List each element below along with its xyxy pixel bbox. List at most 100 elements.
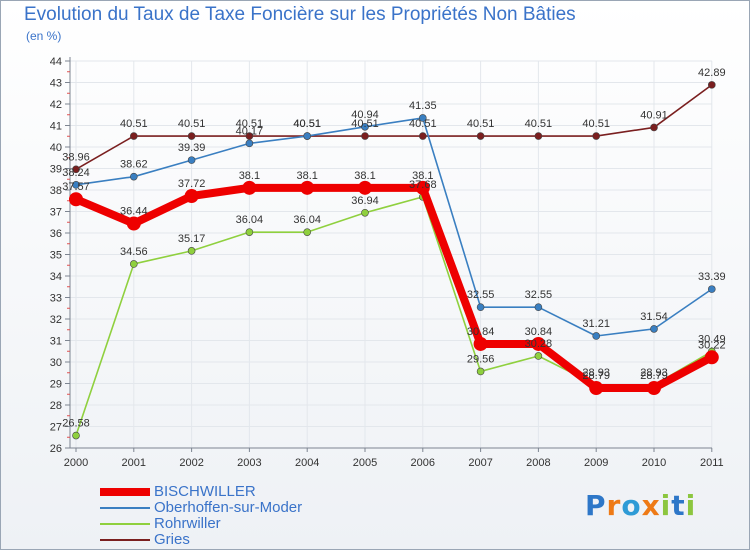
data-label-rohrwiller: 29.56 [467,353,495,365]
data-label-oberhoffen-sur-moder: 31.21 [582,318,610,330]
data-point-rohrwiller [245,228,254,236]
data-label-rohrwiller: 34.56 [120,246,148,258]
y-tick-label: 31 [50,336,62,348]
data-label-oberhoffen-sur-moder: 31.54 [640,311,668,323]
data-label-bischwiller: 38.1 [354,170,375,182]
data-point-oberhoffen-sur-moder [707,285,716,293]
x-tick-label: 2010 [642,457,666,469]
data-label-gries: 40.51 [293,118,321,130]
data-point-oberhoffen-sur-moder [650,325,658,333]
y-tick-label: 26 [50,443,62,455]
data-label-oberhoffen-sur-moder: 32.55 [467,289,495,301]
data-point-oberhoffen-sur-moder [534,303,543,311]
data-label-rohrwiller: 30.49 [698,333,726,345]
legend-swatch [100,507,150,509]
data-label-gries: 40.51 [582,118,610,130]
y-tick-label: 41 [50,121,62,133]
y-tick-label: 42 [50,99,62,111]
data-label-gries: 38.96 [62,151,90,163]
data-label-rohrwiller: 36.94 [351,195,379,207]
data-label-gries: 40.91 [640,109,668,121]
data-label-oberhoffen-sur-moder: 40.94 [351,109,379,121]
data-label-rohrwiller: 30.28 [525,338,553,350]
data-label-rohrwiller: 37.68 [409,179,437,191]
y-axis-unit: (en %) [26,29,62,43]
data-point-rohrwiller [130,260,138,268]
y-tick-label: 32 [50,314,62,326]
data-point-bischwiller [358,180,372,195]
data-point-gries [130,132,138,140]
data-label-bischwiller: 30.22 [698,339,726,351]
data-point-oberhoffen-sur-moder [361,122,369,131]
data-point-gries [476,132,485,140]
data-point-bischwiller [242,180,257,195]
data-label-rohrwiller: 36.04 [293,214,321,226]
data-point-bischwiller [473,336,488,351]
y-tick-label: 40 [50,142,62,154]
legend-label: Oberhoffen-sur-Moder [154,499,303,516]
data-label-bischwiller: 28.79 [640,370,668,382]
y-tick-label: 34 [50,271,62,283]
y-tick-label: 36 [50,228,62,240]
data-point-bischwiller [300,180,315,195]
data-label-bischwiller: 36.44 [120,206,148,218]
legend-swatch [100,523,150,525]
x-tick-label: 2007 [468,457,492,469]
legend-swatch [100,539,150,541]
data-point-oberhoffen-sur-moder [303,132,312,140]
data-point-gries [707,81,716,89]
x-tick-label: 2009 [584,457,608,469]
logo-letter: P [585,489,607,522]
y-tick-label: 27 [50,422,62,434]
series-line-oberhoffen-sur-moder [75,117,713,337]
data-label-gries: 40.51 [467,118,495,130]
legend-label: BISCHWILLER [154,483,256,500]
data-label-rohrwiller: 28.93 [582,367,610,379]
data-label-oberhoffen-sur-moder: 41.35 [409,100,437,112]
logo-letter: i [685,489,697,522]
data-point-bischwiller [126,216,141,231]
x-tick-label: 2011 [700,457,724,469]
data-label-bischwiller: 37.57 [62,181,90,193]
data-point-gries [418,132,427,140]
legend-swatch [100,488,150,496]
data-label-oberhoffen-sur-moder: 32.55 [525,289,553,301]
legend-label: Gries [154,531,190,548]
data-point-bischwiller [69,192,83,207]
data-point-rohrwiller [534,352,543,360]
y-tick-label: 29 [50,379,62,391]
data-label-bischwiller: 30.84 [467,326,495,338]
data-point-bischwiller [647,381,661,396]
data-label-gries: 40.51 [525,118,553,130]
data-label-bischwiller: 38.1 [239,170,260,182]
y-tick-label: 38 [50,185,62,197]
x-tick-label: 2003 [237,457,261,469]
logo-letter: i [660,489,672,522]
y-tick-label: 39 [50,164,62,176]
data-point-oberhoffen-sur-moder [476,303,485,311]
data-point-gries [534,132,543,140]
data-point-oberhoffen-sur-moder [592,332,601,340]
data-point-gries [245,132,254,140]
data-point-oberhoffen-sur-moder [130,172,138,181]
data-point-bischwiller [704,350,719,365]
y-tick-label: 33 [50,293,62,305]
x-tick-label: 2005 [353,457,377,469]
data-point-gries [361,132,369,140]
data-point-gries [72,165,80,174]
data-point-bischwiller [531,336,546,351]
data-label-bischwiller: 30.84 [525,326,553,338]
x-tick-label: 2008 [526,457,550,469]
proxiti-logo: Proxiti [585,489,696,522]
data-point-bischwiller [415,180,430,195]
data-label-rohrwiller: 35.17 [178,233,206,245]
data-point-rohrwiller [303,228,312,236]
x-tick-label: 2000 [64,457,88,469]
data-point-bischwiller [184,189,199,204]
logo-letter: t [671,489,686,522]
data-point-gries [187,132,196,140]
logo-letter: r [606,489,622,522]
x-tick-label: 2001 [122,457,146,469]
data-label-bischwiller: 37.72 [178,178,206,190]
